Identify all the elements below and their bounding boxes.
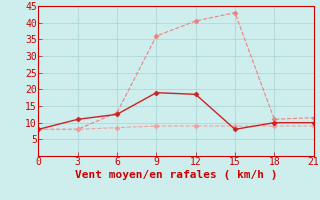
- X-axis label: Vent moyen/en rafales ( km/h ): Vent moyen/en rafales ( km/h ): [75, 170, 277, 180]
